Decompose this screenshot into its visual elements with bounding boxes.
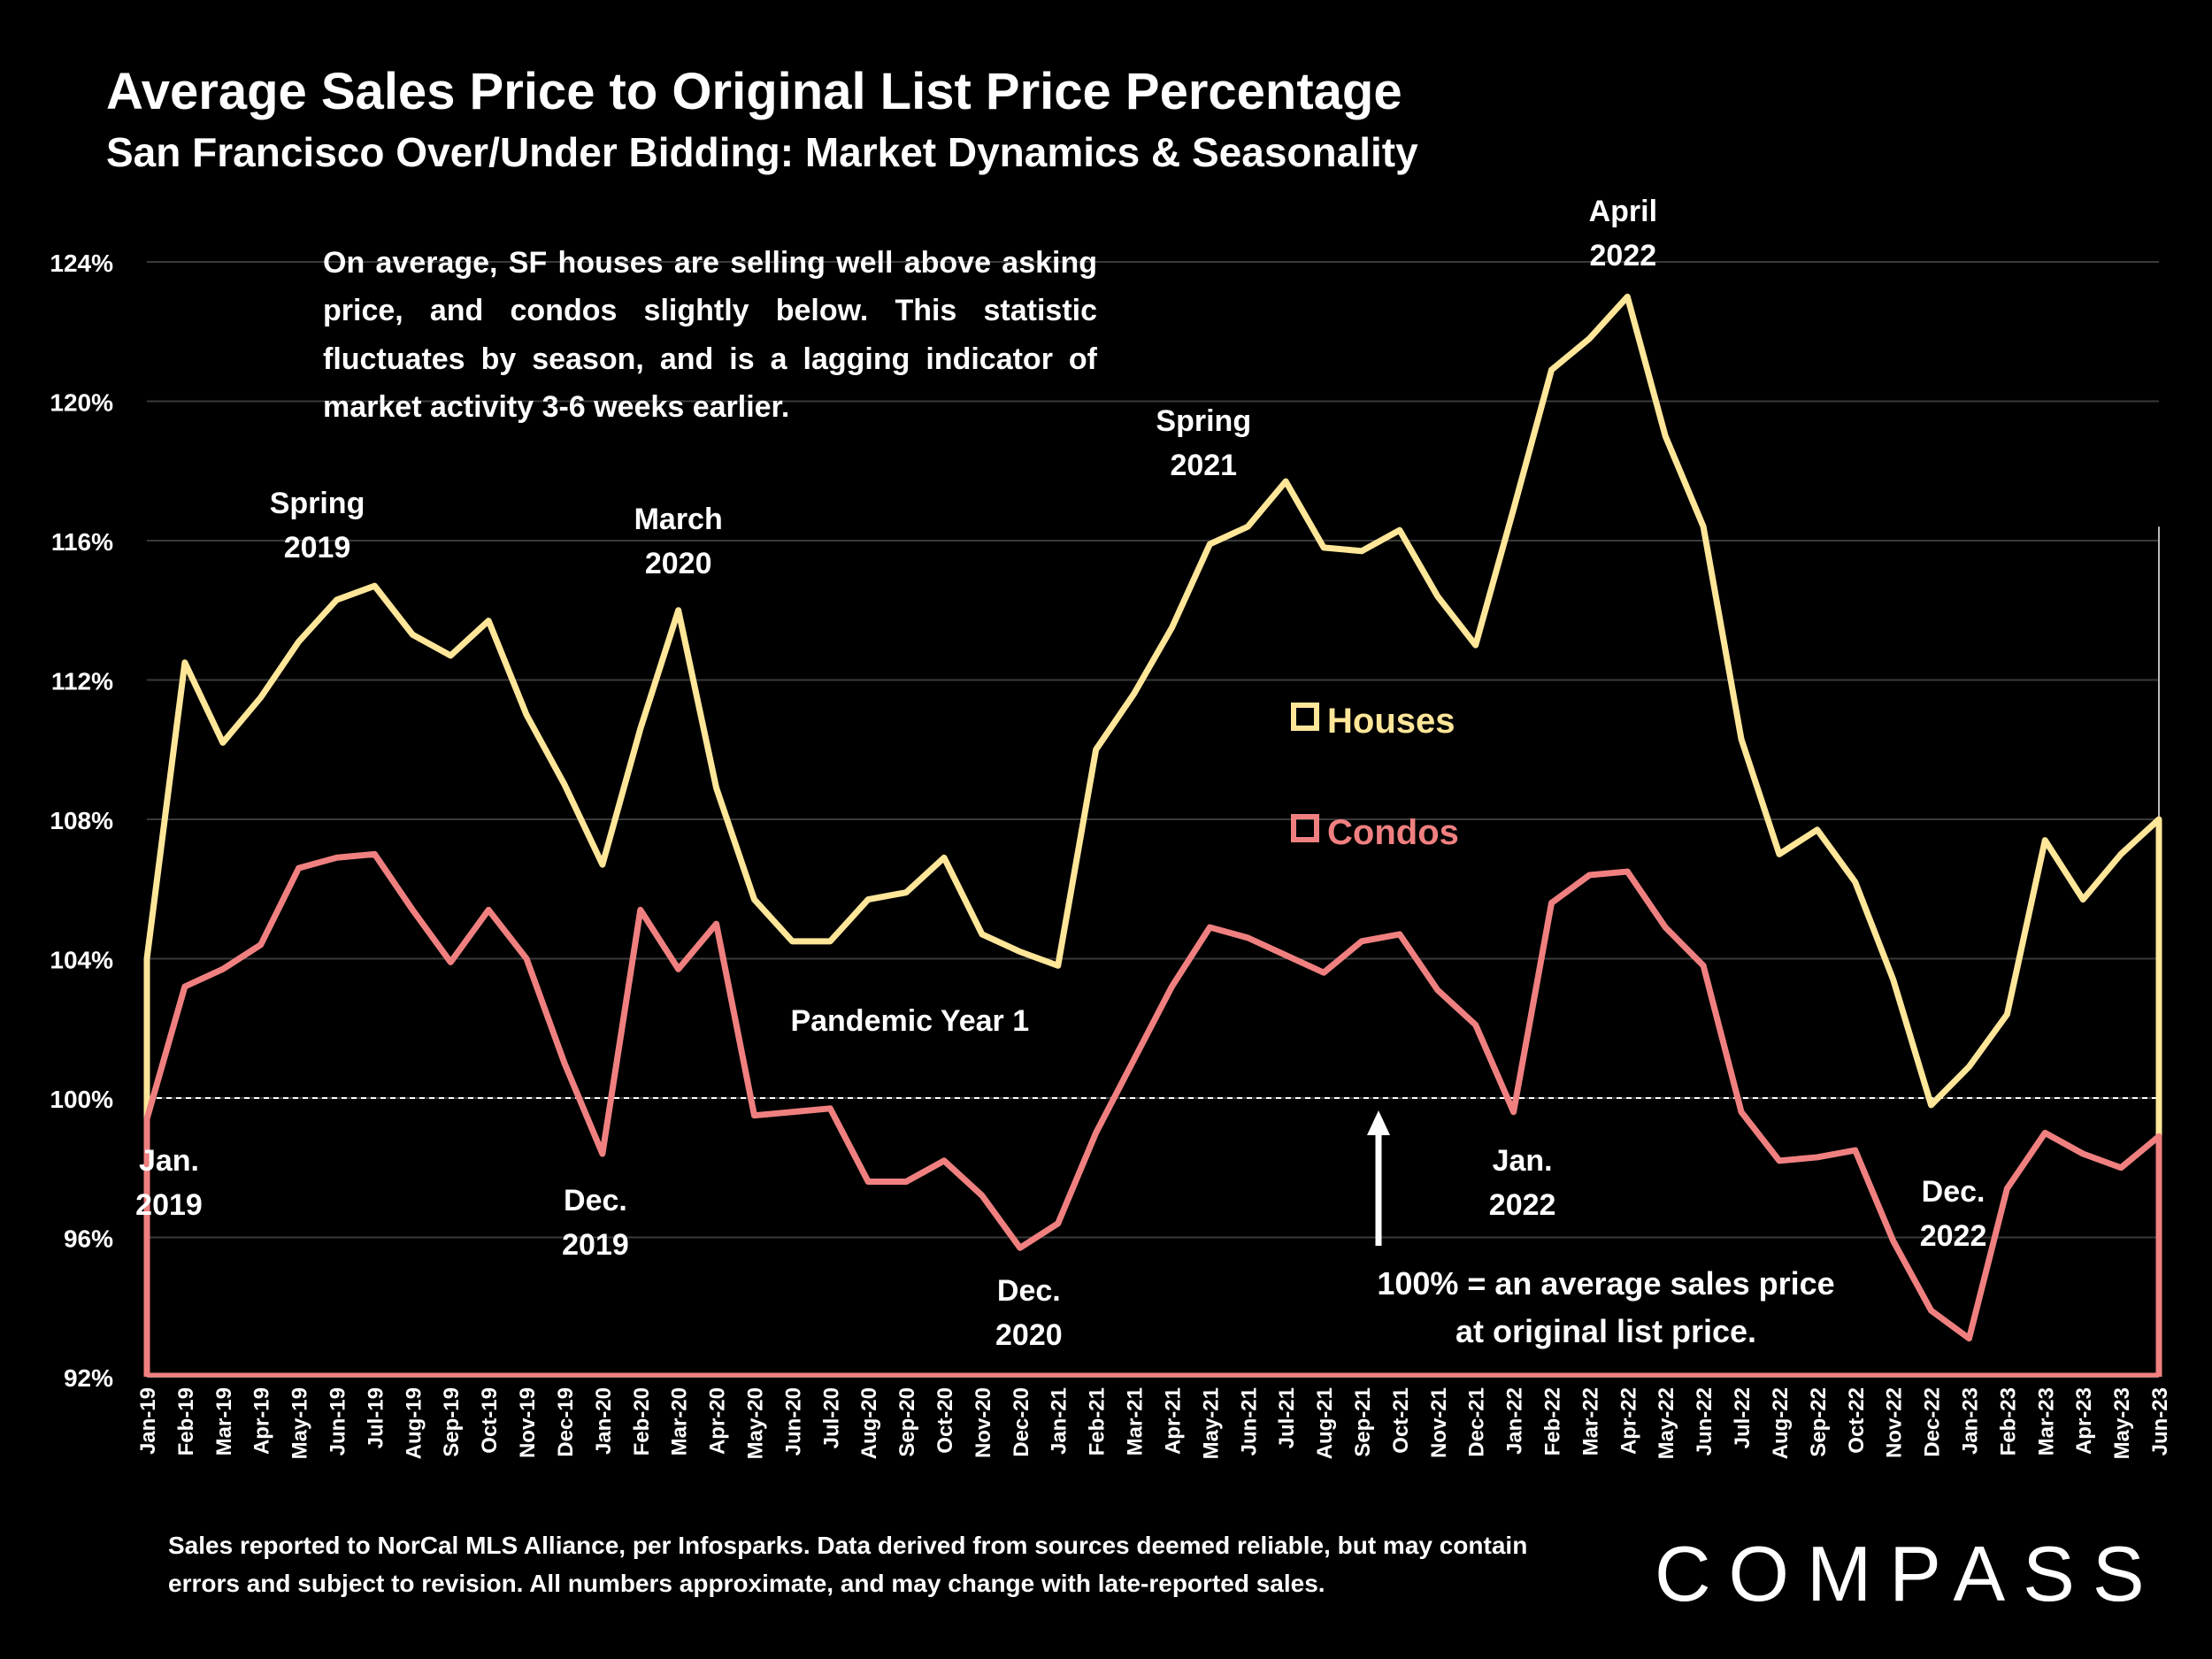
y-tick-label: 112% — [51, 668, 113, 695]
series-line-condos — [143, 850, 2162, 1377]
x-tick-label: Jan-19 — [136, 1387, 160, 1455]
x-tick-label: Feb-19 — [174, 1387, 198, 1455]
x-tick-label: Aug-20 — [857, 1387, 881, 1459]
annotation-april-2022: April 2022 — [1589, 195, 1657, 273]
annotation-jan-2019: Jan. 2019 — [135, 1144, 203, 1222]
x-tick-label: Apr-22 — [1617, 1387, 1640, 1455]
annotation-march-2020: March 2020 — [634, 503, 723, 580]
x-tick-label: Jan-22 — [1503, 1387, 1527, 1455]
y-tick-label: 120% — [50, 389, 113, 417]
x-tick-label: Jun-22 — [1693, 1387, 1717, 1455]
annotation-dec-2022: Dec. 2022 — [1920, 1175, 1987, 1253]
y-tick-label: 100% — [50, 1086, 113, 1113]
x-tick-label: Mar-21 — [1124, 1387, 1148, 1455]
x-tick-label: Mar-22 — [1578, 1387, 1602, 1455]
x-tick-label: Jul-22 — [1731, 1387, 1755, 1448]
source-footnote: Sales reported to NorCal MLS Alliance, p… — [168, 1532, 1528, 1598]
y-tick-label: 116% — [51, 528, 113, 556]
x-tick-label: Dec-20 — [1010, 1387, 1033, 1457]
x-tick-label: Apr-23 — [2072, 1387, 2096, 1455]
y-tick-label: 104% — [50, 947, 113, 974]
x-tick-label: Apr-21 — [1161, 1387, 1185, 1455]
x-tick-label: Jan-21 — [1048, 1387, 1071, 1455]
chart-title: Average Sales Price to Original List Pri… — [106, 63, 1402, 120]
y-tick-label: 96% — [64, 1225, 113, 1253]
annotation-spring-2021: Spring 2021 — [1156, 404, 1251, 482]
x-tick-label: Jul-21 — [1275, 1387, 1299, 1448]
chart-note: On average, SF houses are selling well a… — [323, 246, 1097, 425]
arrow-head — [1367, 1110, 1390, 1135]
legend-swatch-houses — [1291, 703, 1319, 731]
x-tick-label: Feb-22 — [1541, 1387, 1565, 1455]
series-line-houses — [143, 293, 2162, 1377]
x-tick-label: Jun-19 — [326, 1387, 350, 1455]
x-tick-label: Feb-23 — [1996, 1387, 2020, 1455]
x-tick-label: Sep-19 — [440, 1387, 464, 1457]
x-tick-label: Oct-21 — [1389, 1387, 1413, 1454]
x-tick-label: Nov-19 — [516, 1387, 540, 1458]
legend-swatch-condos — [1291, 814, 1319, 842]
x-tick-label: Mar-19 — [212, 1387, 236, 1455]
x-tick-label: Sep-22 — [1807, 1387, 1831, 1457]
x-tick-label: Aug-21 — [1313, 1387, 1337, 1459]
x-tick-label: Jul-20 — [819, 1387, 843, 1448]
x-tick-label: Dec-21 — [1465, 1387, 1489, 1457]
x-tick-label: Nov-22 — [1883, 1387, 1907, 1458]
annotation-spring-2019: Spring 2019 — [270, 487, 365, 565]
x-tick-label: Mar-20 — [668, 1387, 692, 1455]
x-tick-label: Sep-20 — [895, 1387, 919, 1457]
annotation-jan-2022: Jan. 2022 — [1489, 1144, 1556, 1222]
y-tick-label: 92% — [64, 1364, 113, 1392]
reference-note: 100% = an average sales price at original… — [1377, 1265, 1834, 1349]
x-tick-label: Sep-21 — [1351, 1387, 1375, 1457]
chart-subtitle: San Francisco Over/Under Bidding: Market… — [106, 129, 1418, 175]
legend-label-condos: Condos — [1327, 813, 1459, 852]
annotation-pandemic-year-1: Pandemic Year 1 — [790, 1004, 1029, 1038]
x-tick-label: Apr-19 — [250, 1387, 274, 1455]
x-tick-label: Dec-19 — [554, 1387, 578, 1457]
x-tick-label: May-23 — [2110, 1387, 2134, 1459]
x-tick-label: Jan-20 — [592, 1387, 616, 1455]
y-tick-label: 108% — [50, 807, 113, 834]
compass-logo: COMPASS — [1655, 1530, 2162, 1617]
annotation-dec-2020: Dec. 2020 — [995, 1274, 1063, 1352]
x-tick-label: Oct-22 — [1845, 1387, 1869, 1454]
x-tick-label: Dec-22 — [1921, 1387, 1945, 1457]
x-tick-label: Feb-21 — [1086, 1387, 1110, 1455]
x-tick-label: Jun-20 — [781, 1387, 805, 1455]
x-tick-label: May-20 — [743, 1387, 767, 1459]
x-tick-label: Feb-20 — [630, 1387, 654, 1455]
x-tick-label: Aug-19 — [402, 1387, 426, 1459]
x-tick-label: Jun-23 — [2148, 1387, 2172, 1455]
x-tick-label: Jan-23 — [1958, 1387, 1982, 1455]
x-tick-label: Nov-21 — [1427, 1387, 1451, 1458]
x-tick-label: Oct-20 — [933, 1387, 957, 1454]
y-tick-label: 124% — [50, 250, 113, 277]
legend-label-houses: Houses — [1327, 702, 1455, 741]
x-tick-label: Nov-20 — [972, 1387, 995, 1458]
x-tick-label: Mar-23 — [2034, 1387, 2058, 1455]
x-tick-label: May-19 — [288, 1387, 312, 1459]
annotation-dec-2019: Dec. 2019 — [562, 1184, 629, 1262]
x-tick-label: Jul-19 — [364, 1387, 388, 1448]
x-tick-label: Apr-20 — [706, 1387, 730, 1455]
x-tick-label: Oct-19 — [478, 1387, 502, 1454]
x-tick-label: May-22 — [1655, 1387, 1678, 1459]
x-tick-label: Jun-21 — [1237, 1387, 1261, 1455]
x-tick-label: Aug-22 — [1769, 1387, 1793, 1459]
x-tick-label: May-21 — [1199, 1387, 1223, 1459]
